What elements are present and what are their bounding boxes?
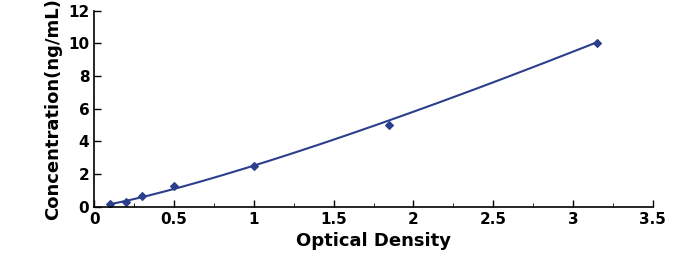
Y-axis label: Concentration(ng/mL): Concentration(ng/mL) bbox=[44, 0, 63, 220]
X-axis label: Optical Density: Optical Density bbox=[296, 232, 451, 250]
